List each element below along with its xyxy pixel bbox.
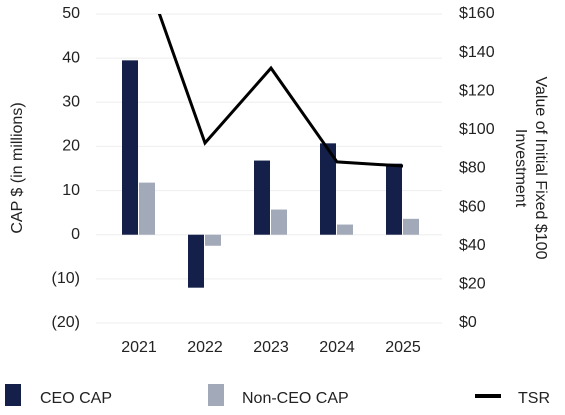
x-tick-label: 2025 (385, 339, 421, 356)
y2-axis-title: Value of Initial Fixed $100 (532, 77, 549, 260)
y-tick-label: 10 (62, 182, 80, 199)
bar (122, 60, 138, 235)
y-tick-label: 50 (62, 5, 80, 22)
y-tick-label: 40 (62, 49, 80, 66)
x-tick-label: 2021 (121, 339, 157, 356)
legend-swatch (5, 384, 21, 406)
tsr-line (157, 14, 404, 168)
y2-tick-label: $60 (459, 198, 486, 215)
y2-tick-label: $80 (459, 160, 486, 177)
x-tick-label: 2024 (319, 339, 355, 356)
bar (320, 143, 336, 235)
y2-tick-label: $160 (459, 5, 495, 22)
y2-tick-label: $140 (459, 44, 495, 61)
y-tick-label: (10) (52, 270, 80, 287)
bar (386, 163, 402, 235)
y2-tick-label: $100 (459, 121, 495, 138)
bar (337, 224, 353, 235)
y-tick-label: 20 (62, 138, 80, 155)
legend-swatch (208, 384, 224, 406)
y-tick-label: 0 (71, 226, 80, 243)
bar (205, 234, 221, 246)
bar (254, 160, 270, 235)
y2-tick-label: $40 (459, 237, 486, 254)
bar (139, 182, 155, 235)
x-tick-label: 2023 (253, 339, 289, 356)
y-tick-label: (20) (52, 314, 80, 331)
legend-label: TSR (518, 390, 550, 407)
x-tick-label: 2022 (187, 339, 223, 356)
y2-tick-label: $0 (459, 314, 477, 331)
y2-tick-label: $120 (459, 82, 495, 99)
y2-tick-label: $20 (459, 276, 486, 293)
y2-axis-title: Investment (512, 129, 529, 208)
y-tick-label: 30 (62, 94, 80, 111)
bar (271, 209, 287, 235)
bar (403, 218, 419, 235)
legend-label: CEO CAP (40, 390, 112, 407)
legend-label: Non-CEO CAP (242, 390, 349, 407)
bar (188, 234, 204, 288)
plot-area (157, 14, 404, 168)
y-axis-title: CAP $ (in millions) (9, 102, 26, 233)
